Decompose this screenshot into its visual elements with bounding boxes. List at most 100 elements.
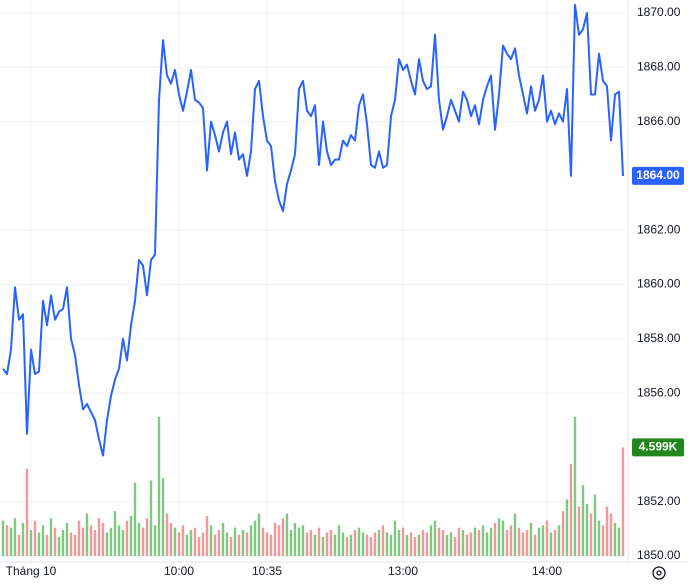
volume-bar <box>153 525 157 556</box>
volume-bar <box>97 518 101 556</box>
volume-bar <box>441 530 445 556</box>
price-badge <box>632 166 684 185</box>
volume-bar <box>581 485 585 556</box>
volume-bar <box>309 530 313 556</box>
volume-bar <box>85 513 89 556</box>
x-tick-label: 14:00 <box>532 564 562 578</box>
volume-bar <box>137 522 141 556</box>
volume-bar <box>109 527 113 556</box>
volume-bar <box>409 532 413 556</box>
volume-bars <box>1 416 625 556</box>
y-tick-label: 1858.00 <box>637 331 681 345</box>
volume-bar <box>173 527 177 556</box>
volume-bar <box>413 537 417 556</box>
volume-bar <box>145 518 149 556</box>
volume-bar <box>165 513 169 556</box>
volume-bar <box>613 522 617 556</box>
volume-bar <box>269 534 273 556</box>
volume-bar <box>61 530 65 556</box>
volume-bar <box>205 515 209 556</box>
y-tick-label: 1856.00 <box>637 385 681 399</box>
y-tick-label: 1868.00 <box>637 59 681 73</box>
volume-bar <box>449 532 453 556</box>
volume-bar <box>437 527 441 556</box>
volume-bar <box>381 525 385 556</box>
volume-bar <box>13 518 17 556</box>
volume-bar <box>545 520 549 556</box>
x-tick-label: Tháng 10 <box>6 564 57 578</box>
volume-bar <box>265 532 269 556</box>
volume-bar <box>397 530 401 556</box>
volume-bar <box>517 527 521 556</box>
volume-bar <box>233 527 237 556</box>
volume-bar <box>561 511 565 556</box>
volume-bar <box>281 518 285 556</box>
volume-bar <box>597 520 601 556</box>
volume-bar <box>285 513 289 556</box>
volume-bar <box>337 525 341 556</box>
volume-bar <box>53 527 57 556</box>
volume-bar <box>405 534 409 556</box>
volume-bar <box>41 525 45 556</box>
x-tick-label: 13:00 <box>388 564 418 578</box>
volume-bar <box>277 525 281 556</box>
volume-bar <box>353 530 357 556</box>
volume-bar <box>361 532 365 556</box>
y-tick-label: 1850.00 <box>637 548 681 562</box>
volume-bar <box>25 468 29 556</box>
volume-bar <box>429 525 433 556</box>
y-tick-label: 1866.00 <box>637 114 681 128</box>
x-tick-label: 10:00 <box>164 564 194 578</box>
volume-bar <box>333 534 337 556</box>
volume-bar <box>485 532 489 556</box>
volume-badge <box>632 438 684 457</box>
settings-icon[interactable] <box>652 566 666 580</box>
volume-bar <box>373 532 377 556</box>
y-tick-label: 1860.00 <box>637 277 681 291</box>
volume-bar <box>73 534 77 556</box>
volume-bar <box>221 522 225 556</box>
volume-bar <box>533 534 537 556</box>
volume-bar <box>69 532 73 556</box>
volume-bar <box>525 530 529 556</box>
volume-bar <box>9 527 13 556</box>
volume-bar <box>93 530 97 556</box>
volume-bar <box>369 537 373 556</box>
volume-bar <box>257 513 261 556</box>
volume-bar <box>349 534 353 556</box>
volume-bar <box>509 525 513 556</box>
volume-bar <box>329 530 333 556</box>
volume-bar <box>601 525 605 556</box>
volume-bar <box>425 532 429 556</box>
volume-bar <box>77 520 81 556</box>
volume-bar <box>57 537 61 556</box>
price-badge-label: 1864.00 <box>636 168 680 182</box>
volume-bar <box>421 530 425 556</box>
volume-bar <box>37 532 41 556</box>
volume-bar <box>565 499 569 556</box>
volume-bar <box>289 530 293 556</box>
volume-bar <box>213 534 217 556</box>
volume-bar <box>125 520 129 556</box>
volume-bar <box>313 534 317 556</box>
volume-bar <box>33 520 37 556</box>
volume-bar <box>229 537 233 556</box>
volume-bar <box>453 537 457 556</box>
volume-bar <box>317 527 321 556</box>
volume-bar <box>585 504 589 556</box>
volume-bar <box>17 534 21 556</box>
volume-bar <box>217 530 221 556</box>
volume-bar <box>45 534 49 556</box>
volume-bar <box>297 527 301 556</box>
volume-bar <box>105 532 109 556</box>
volume-bar <box>237 534 241 556</box>
volume-bar <box>209 525 213 556</box>
volume-bar <box>505 530 509 556</box>
volume-bar <box>529 522 533 556</box>
volume-bar <box>617 527 621 556</box>
volume-bar <box>489 527 493 556</box>
volume-bar <box>249 525 253 556</box>
volume-bar <box>81 527 85 556</box>
volume-bar <box>473 527 477 556</box>
